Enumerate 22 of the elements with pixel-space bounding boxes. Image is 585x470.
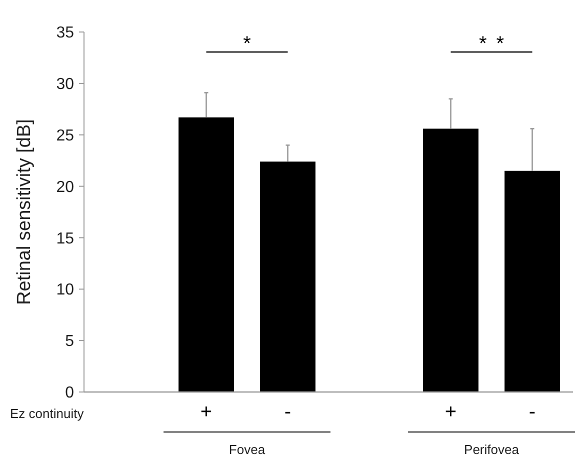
annotation: * *	[478, 33, 504, 55]
x-tick-label: -	[528, 401, 536, 423]
bar	[423, 128, 478, 392]
y-tick-label: 25	[56, 127, 74, 144]
x-tick-label: -	[284, 401, 292, 423]
text: Ez continuity	[10, 406, 84, 421]
y-tick-label: 30	[56, 76, 74, 94]
text: Perifovea	[464, 442, 520, 457]
y-axis-title: Retinal sensitivity [dB]	[14, 119, 35, 305]
y-tick-label: 0	[65, 384, 74, 402]
y-tick-label: 15	[56, 230, 74, 248]
y-tick-label: 35	[56, 24, 74, 42]
bar	[178, 117, 234, 392]
y-tick-label: 5	[65, 333, 74, 350]
x-tick-label: +	[200, 401, 212, 423]
annotation: *	[243, 33, 252, 55]
y-tick-label: 10	[56, 282, 74, 299]
text: Fovea	[228, 442, 266, 457]
x-tick-label: +	[444, 401, 457, 423]
y-tick-label: 20	[56, 178, 74, 196]
bar	[260, 162, 316, 392]
bar	[504, 170, 560, 392]
